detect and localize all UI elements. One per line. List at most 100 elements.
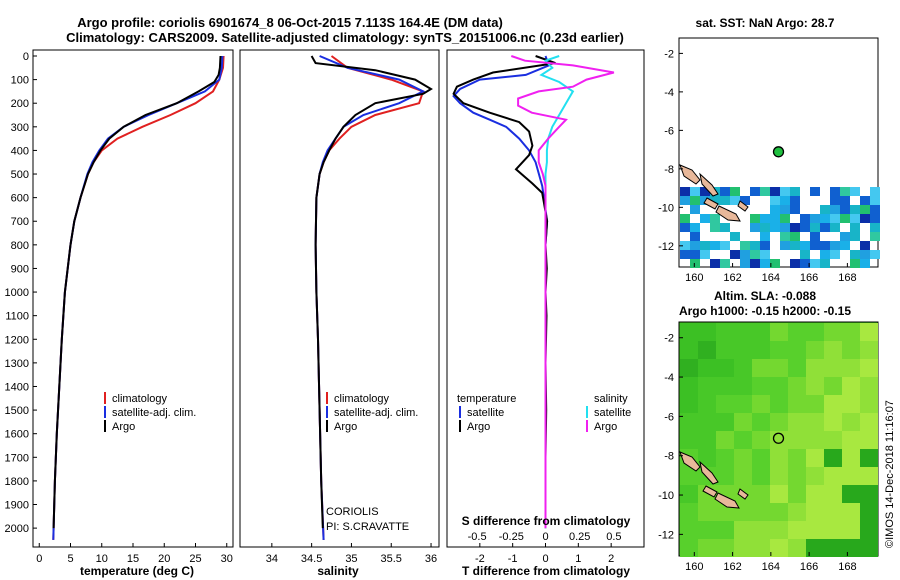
sla-cell	[680, 413, 698, 431]
lat-tick-label: -4	[664, 87, 674, 99]
sla-cell	[752, 503, 770, 521]
sla-cell	[824, 449, 842, 467]
sst-cell	[800, 241, 810, 250]
island-shape	[737, 200, 749, 212]
sla-cell	[770, 341, 788, 359]
sst-cell	[680, 241, 690, 250]
legend-swatch-argo	[104, 420, 106, 432]
x-tick-label: 15	[127, 553, 139, 565]
difference-legend-salinity: salinity satellite Argo	[586, 393, 631, 433]
sla-cell	[770, 323, 788, 341]
sst-cell	[780, 214, 790, 223]
sla-cell	[752, 323, 770, 341]
sst-cell	[860, 259, 870, 268]
sst-cell	[730, 187, 740, 196]
depth-tick-label: 1200	[5, 334, 29, 346]
sla-cell	[806, 503, 824, 521]
legend-swatch-t-satellite	[459, 406, 461, 418]
temperature-panel: 0100200300400500600700800900100011001200…	[5, 49, 234, 578]
depth-tick-label: 600	[11, 193, 29, 205]
legend-label-s-satellite: satellite	[594, 407, 631, 419]
sla-cell	[698, 377, 716, 395]
legend-swatch-s-satellite	[586, 406, 588, 418]
sla-cell	[680, 431, 698, 449]
sst-cell	[780, 187, 790, 196]
sla-cell	[734, 377, 752, 395]
x-tick-label: 0	[36, 553, 42, 565]
lat-tick-label: -10	[658, 202, 674, 214]
sla-cell	[698, 323, 716, 341]
sla-cell	[734, 395, 752, 413]
depth-tick-label: 1400	[5, 381, 29, 393]
sla-cell	[770, 539, 788, 557]
lon-tick-label: 164	[762, 272, 780, 284]
lat-tick-label: -10	[658, 490, 674, 502]
sla-cell	[806, 341, 824, 359]
sla-cell	[698, 413, 716, 431]
sst-cell	[860, 196, 870, 205]
sla-cell	[680, 539, 698, 557]
sla-cell	[842, 413, 860, 431]
temperature-tick-labels: 0 5 10 15 20 25 30	[36, 543, 233, 565]
sla-cell	[680, 395, 698, 413]
sla-cell	[842, 359, 860, 377]
temperature-series	[52, 55, 225, 540]
sla-grid-cells	[680, 323, 878, 557]
depth-tick-label: 1900	[5, 500, 29, 512]
sst-cell	[770, 205, 780, 214]
sst-cell	[690, 259, 700, 268]
sst-cell	[690, 232, 700, 241]
island-shape	[679, 164, 701, 185]
sla-map-title-line1: Altim. SLA: -0.088	[714, 289, 816, 303]
sst-cell	[870, 223, 880, 232]
sla-cell	[716, 539, 734, 557]
sla-cell	[860, 431, 878, 449]
island-shape	[737, 488, 749, 500]
sla-cell	[770, 449, 788, 467]
sst-cell	[780, 232, 790, 241]
island-shape	[714, 492, 740, 509]
salinity-x-label: salinity	[317, 564, 359, 578]
sst-cell	[820, 205, 830, 214]
sst-cell	[690, 187, 700, 196]
sst-cell	[830, 250, 840, 259]
series-line-s-argo	[510, 55, 615, 529]
sst-cell	[870, 214, 880, 223]
t-difference-tick-label: -1	[508, 553, 518, 565]
legend-title-salinity: salinity	[594, 393, 628, 405]
salinity-legend: climatology satellite-adj. clim. Argo	[326, 392, 418, 433]
sla-cell	[734, 467, 752, 485]
x-tick-label: 34	[266, 553, 278, 565]
sla-cell	[770, 377, 788, 395]
sla-cell	[680, 377, 698, 395]
sla-cell	[842, 449, 860, 467]
sla-cell	[752, 467, 770, 485]
sst-cell	[790, 196, 800, 205]
salinity-tick-labels: 34 34.5 35 35.5 36	[266, 543, 437, 565]
sst-map-title: sat. SST: NaN Argo: 28.7	[696, 16, 835, 30]
legend-swatch-satellite	[104, 406, 106, 418]
sla-cell	[788, 341, 806, 359]
sst-cell	[740, 196, 750, 205]
sst-cell	[770, 214, 780, 223]
sst-cell	[680, 223, 690, 232]
sst-cell	[710, 223, 720, 232]
sla-cell	[716, 521, 734, 539]
sla-cell	[860, 521, 878, 539]
sst-cell	[720, 187, 730, 196]
sla-cell	[842, 503, 860, 521]
depth-tick-label: 900	[11, 263, 29, 275]
sla-cell	[734, 539, 752, 557]
sla-cell	[788, 485, 806, 503]
sla-cell	[698, 395, 716, 413]
difference-panel: -2 -1 0 1 2 -0.5 -0.25 0 0.25 0.5 T difference fr…	[446, 49, 645, 578]
sla-cell	[680, 341, 698, 359]
sla-cell	[716, 413, 734, 431]
x-tick-label: 5	[67, 553, 73, 565]
sla-cell	[716, 467, 734, 485]
depth-tick-label: 1700	[5, 452, 29, 464]
sla-cell	[752, 539, 770, 557]
depth-tick-label: 1100	[5, 311, 29, 323]
sst-cell	[840, 241, 850, 250]
